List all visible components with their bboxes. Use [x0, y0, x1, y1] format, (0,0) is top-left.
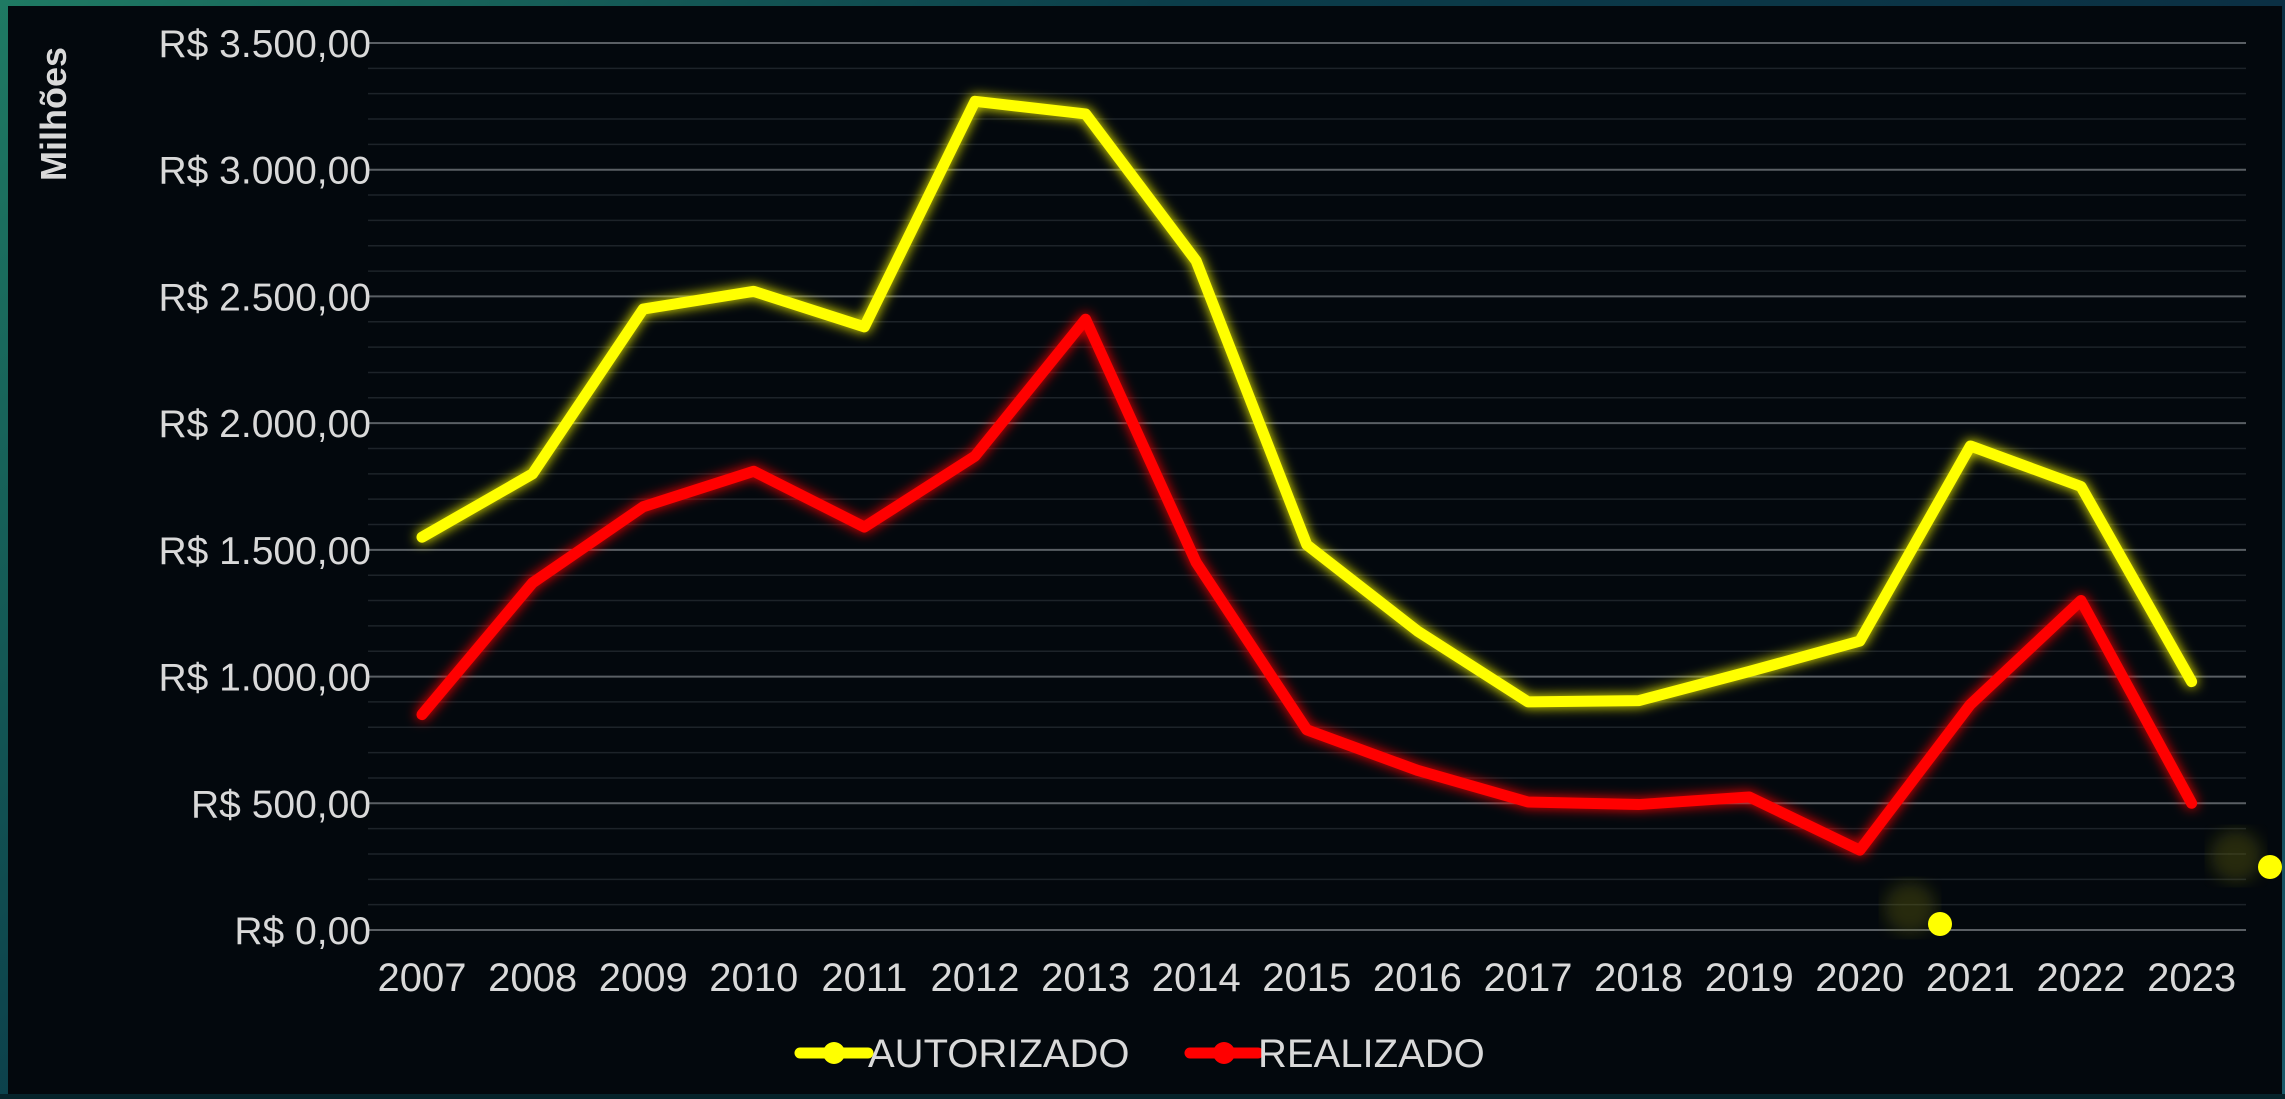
- y-tick-label: R$ 0,00: [234, 910, 371, 953]
- x-tick-label: 2021: [1926, 956, 2015, 1000]
- x-tick-label: 2008: [488, 956, 577, 1000]
- decorative-dots: [1884, 830, 2282, 936]
- x-tick-label: 2022: [2037, 956, 2126, 1000]
- y-axis-tick-labels: R$ 0,00 R$ 500,00 R$ 1.000,00 R$ 1.500,00 R$…: [158, 23, 371, 953]
- y-tick-label: R$ 1.000,00: [158, 657, 371, 700]
- x-tick-label: 2013: [1041, 956, 1130, 1000]
- x-tick-label: 2023: [2147, 956, 2236, 1000]
- x-tick-label: 2007: [378, 956, 467, 1000]
- y-tick-label: R$ 2.000,00: [158, 403, 371, 446]
- x-tick-label: 2015: [1262, 956, 1351, 1000]
- y-tick-label: R$ 3.000,00: [158, 150, 371, 193]
- series-lines: [416, 95, 2198, 856]
- y-tick-label: R$ 1.500,00: [158, 530, 371, 573]
- x-tick-label: 2018: [1594, 956, 1683, 1000]
- y-tick-label: R$ 3.500,00: [158, 23, 371, 66]
- x-tick-label: 2014: [1152, 956, 1241, 1000]
- x-tick-label: 2016: [1373, 956, 1462, 1000]
- x-tick-label: 2017: [1484, 956, 1573, 1000]
- x-axis-tick-labels: 2007 2008 2009 2010 2011 2012 2013 2014 2015 2016…: [378, 956, 2237, 1000]
- series-line-autorizado: [416, 95, 2198, 708]
- x-tick-label: 2011: [821, 956, 907, 1000]
- legend-label: AUTORIZADO: [868, 1032, 1130, 1076]
- y-axis-title: Milhões: [33, 47, 74, 181]
- legend: AUTORIZADO REALIZADO: [794, 1032, 1485, 1076]
- legend-swatch-marker: [1213, 1042, 1235, 1064]
- legend-swatch-marker: [823, 1042, 845, 1064]
- y-tick-label: R$ 500,00: [191, 783, 371, 826]
- series-line-realizado: [416, 313, 2198, 856]
- x-tick-label: 2020: [1815, 956, 1904, 1000]
- legend-label: REALIZADO: [1258, 1032, 1485, 1076]
- x-tick-label: 2019: [1705, 956, 1794, 1000]
- chart-panel: R$ 0,00 R$ 500,00 R$ 1.000,00 R$ 1.500,00 R$…: [8, 6, 2282, 1094]
- minor-gridlines: [368, 67, 2246, 906]
- major-gridlines: [368, 42, 2246, 931]
- x-tick-label: 2009: [599, 956, 688, 1000]
- y-tick-label: R$ 2.500,00: [158, 276, 371, 319]
- line-chart: R$ 0,00 R$ 500,00 R$ 1.000,00 R$ 1.500,00 R$…: [33, 23, 2282, 1076]
- x-tick-label: 2010: [709, 956, 798, 1000]
- x-tick-label: 2012: [931, 956, 1020, 1000]
